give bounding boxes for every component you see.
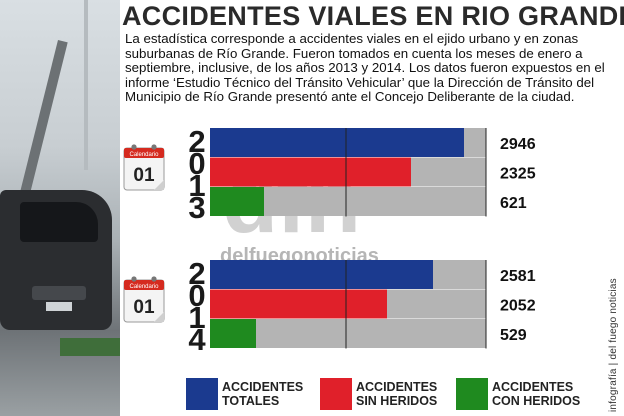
group-2014-year-digit: 1: [188, 300, 205, 335]
legend-item-totales: ACCIDENTES TOTALES: [186, 376, 318, 412]
legend-label-sin-heridos: ACCIDENTES SIN HERIDOS: [356, 380, 452, 408]
legend-label-totales-line1: ACCIDENTES: [222, 380, 304, 394]
bar-2013-sin-heridos: [210, 157, 411, 187]
bar-label-2014-con-heridos: 529: [500, 327, 527, 344]
side-credit: infografía | del fuego noticias: [608, 278, 619, 412]
legend-label-con-heridos-line2: CON HERIDOS: [492, 394, 581, 408]
photo-car-grille: [32, 286, 86, 300]
group-2014-year-digit: 4: [188, 322, 206, 357]
legend-label-con-heridos: ACCIDENTES CON HERIDOS: [492, 380, 588, 408]
group-2013-calendar-curl: [154, 180, 164, 190]
group-2013-year-digit: 3: [188, 190, 205, 225]
legend-item-sin-heridos: ACCIDENTES SIN HERIDOS: [320, 376, 452, 412]
bar-2014-con-heridos: [210, 319, 256, 348]
legend-swatch-sin-heridos: [320, 378, 352, 410]
group-2014-calendar-header: [124, 280, 164, 290]
group-2014-calendar-header-text: Calendario: [129, 284, 159, 290]
group-2013-calendar-header-text: Calendario: [129, 152, 159, 158]
group-2013-year-digit: 1: [188, 168, 205, 203]
bar-label-2014-sin-heridos: 2052: [500, 298, 536, 315]
legend-label-sin-heridos-line2: SIN HERIDOS: [356, 394, 438, 408]
group-2014-calendar-day: 01: [133, 297, 155, 318]
legend-label-totales: ACCIDENTES TOTALES: [222, 380, 318, 408]
group-2014-year-digit: 2: [188, 256, 205, 291]
intro-paragraph: La estadística corresponde a accidentes …: [125, 31, 605, 105]
legend-label-totales-line2: TOTALES: [222, 394, 280, 408]
legend-swatch-totales: [186, 378, 218, 410]
legend-swatch-con-heridos: [456, 378, 488, 410]
bar-label-2013-sin-heridos: 2325: [500, 166, 536, 183]
bar-label-2013-totales: 2946: [500, 136, 536, 153]
legend-item-con-heridos: ACCIDENTES CON HERIDOS: [456, 376, 588, 412]
bar-label-2014-totales: 2581: [500, 268, 536, 285]
bar-label-2013-con-heridos: 621: [500, 195, 527, 212]
photo-car: [0, 190, 112, 330]
page-title: ACCIDENTES VIALES EN RIO GRANDE: [122, 1, 624, 31]
group-2014-calendar-ring: [131, 276, 137, 282]
group-2014-calendar-curl: [154, 312, 164, 322]
group-2014-year-digit: 0: [188, 278, 205, 313]
legend-label-con-heridos-line1: ACCIDENTES: [492, 380, 574, 394]
bar-2013-totales: [210, 128, 464, 157]
photo-car-plate: [46, 302, 72, 311]
bar-2013-con-heridos: [210, 187, 264, 216]
photo-car-windshield: [20, 202, 98, 242]
group-2013-calendar-header: [124, 148, 164, 158]
accident-photo: [0, 0, 120, 416]
group-2013-calendar-ring: [151, 144, 157, 150]
legend-label-sin-heridos-line1: ACCIDENTES: [356, 380, 438, 394]
group-2013-calendar-day: 01: [133, 165, 155, 186]
group-2013-year-digit: 2: [188, 124, 205, 159]
group-2013-year-digit: 0: [188, 146, 205, 181]
bar-2014-sin-heridos: [210, 289, 387, 319]
bar-2014-totales: [210, 260, 433, 289]
photo-curb: [60, 338, 120, 356]
group-2014-calendar-ring: [151, 276, 157, 282]
group-2013-calendar-ring: [131, 144, 137, 150]
photo-pole-thin: [84, 0, 88, 170]
